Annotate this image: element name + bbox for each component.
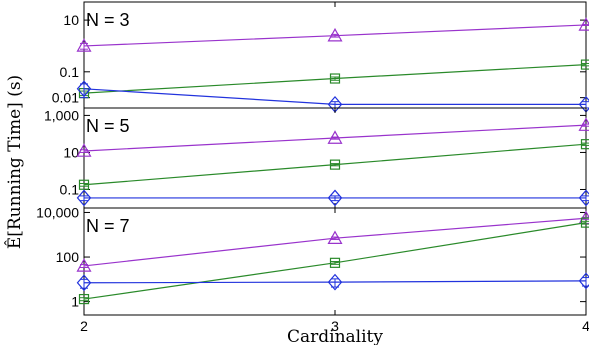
panel-label: N = 7 [86, 216, 130, 236]
panel-frame [84, 2, 586, 108]
y-axis-label: Ê[Running Time] (s) [4, 75, 25, 249]
y-tick-label: 10,000 [36, 204, 79, 220]
panel-label: N = 5 [86, 116, 130, 136]
y-tick-label: 10 [63, 144, 79, 160]
panel-label: N = 3 [86, 10, 130, 30]
y-tick-label: 1 [71, 294, 79, 310]
y-tick-label: 0.1 [60, 181, 80, 197]
y-tick-label: 0.1 [60, 64, 80, 80]
y-tick-label: 10 [63, 12, 79, 28]
series-line [84, 223, 586, 299]
y-tick-label: 1,000 [44, 107, 79, 123]
y-tick-label: 100 [56, 249, 80, 265]
x-tick-label: 4 [582, 318, 589, 334]
x-axis-label: Cardinality [287, 327, 383, 345]
y-tick-label: 0.01 [52, 90, 79, 106]
x-tick-label: 2 [80, 318, 88, 334]
panel-frame [84, 108, 586, 208]
